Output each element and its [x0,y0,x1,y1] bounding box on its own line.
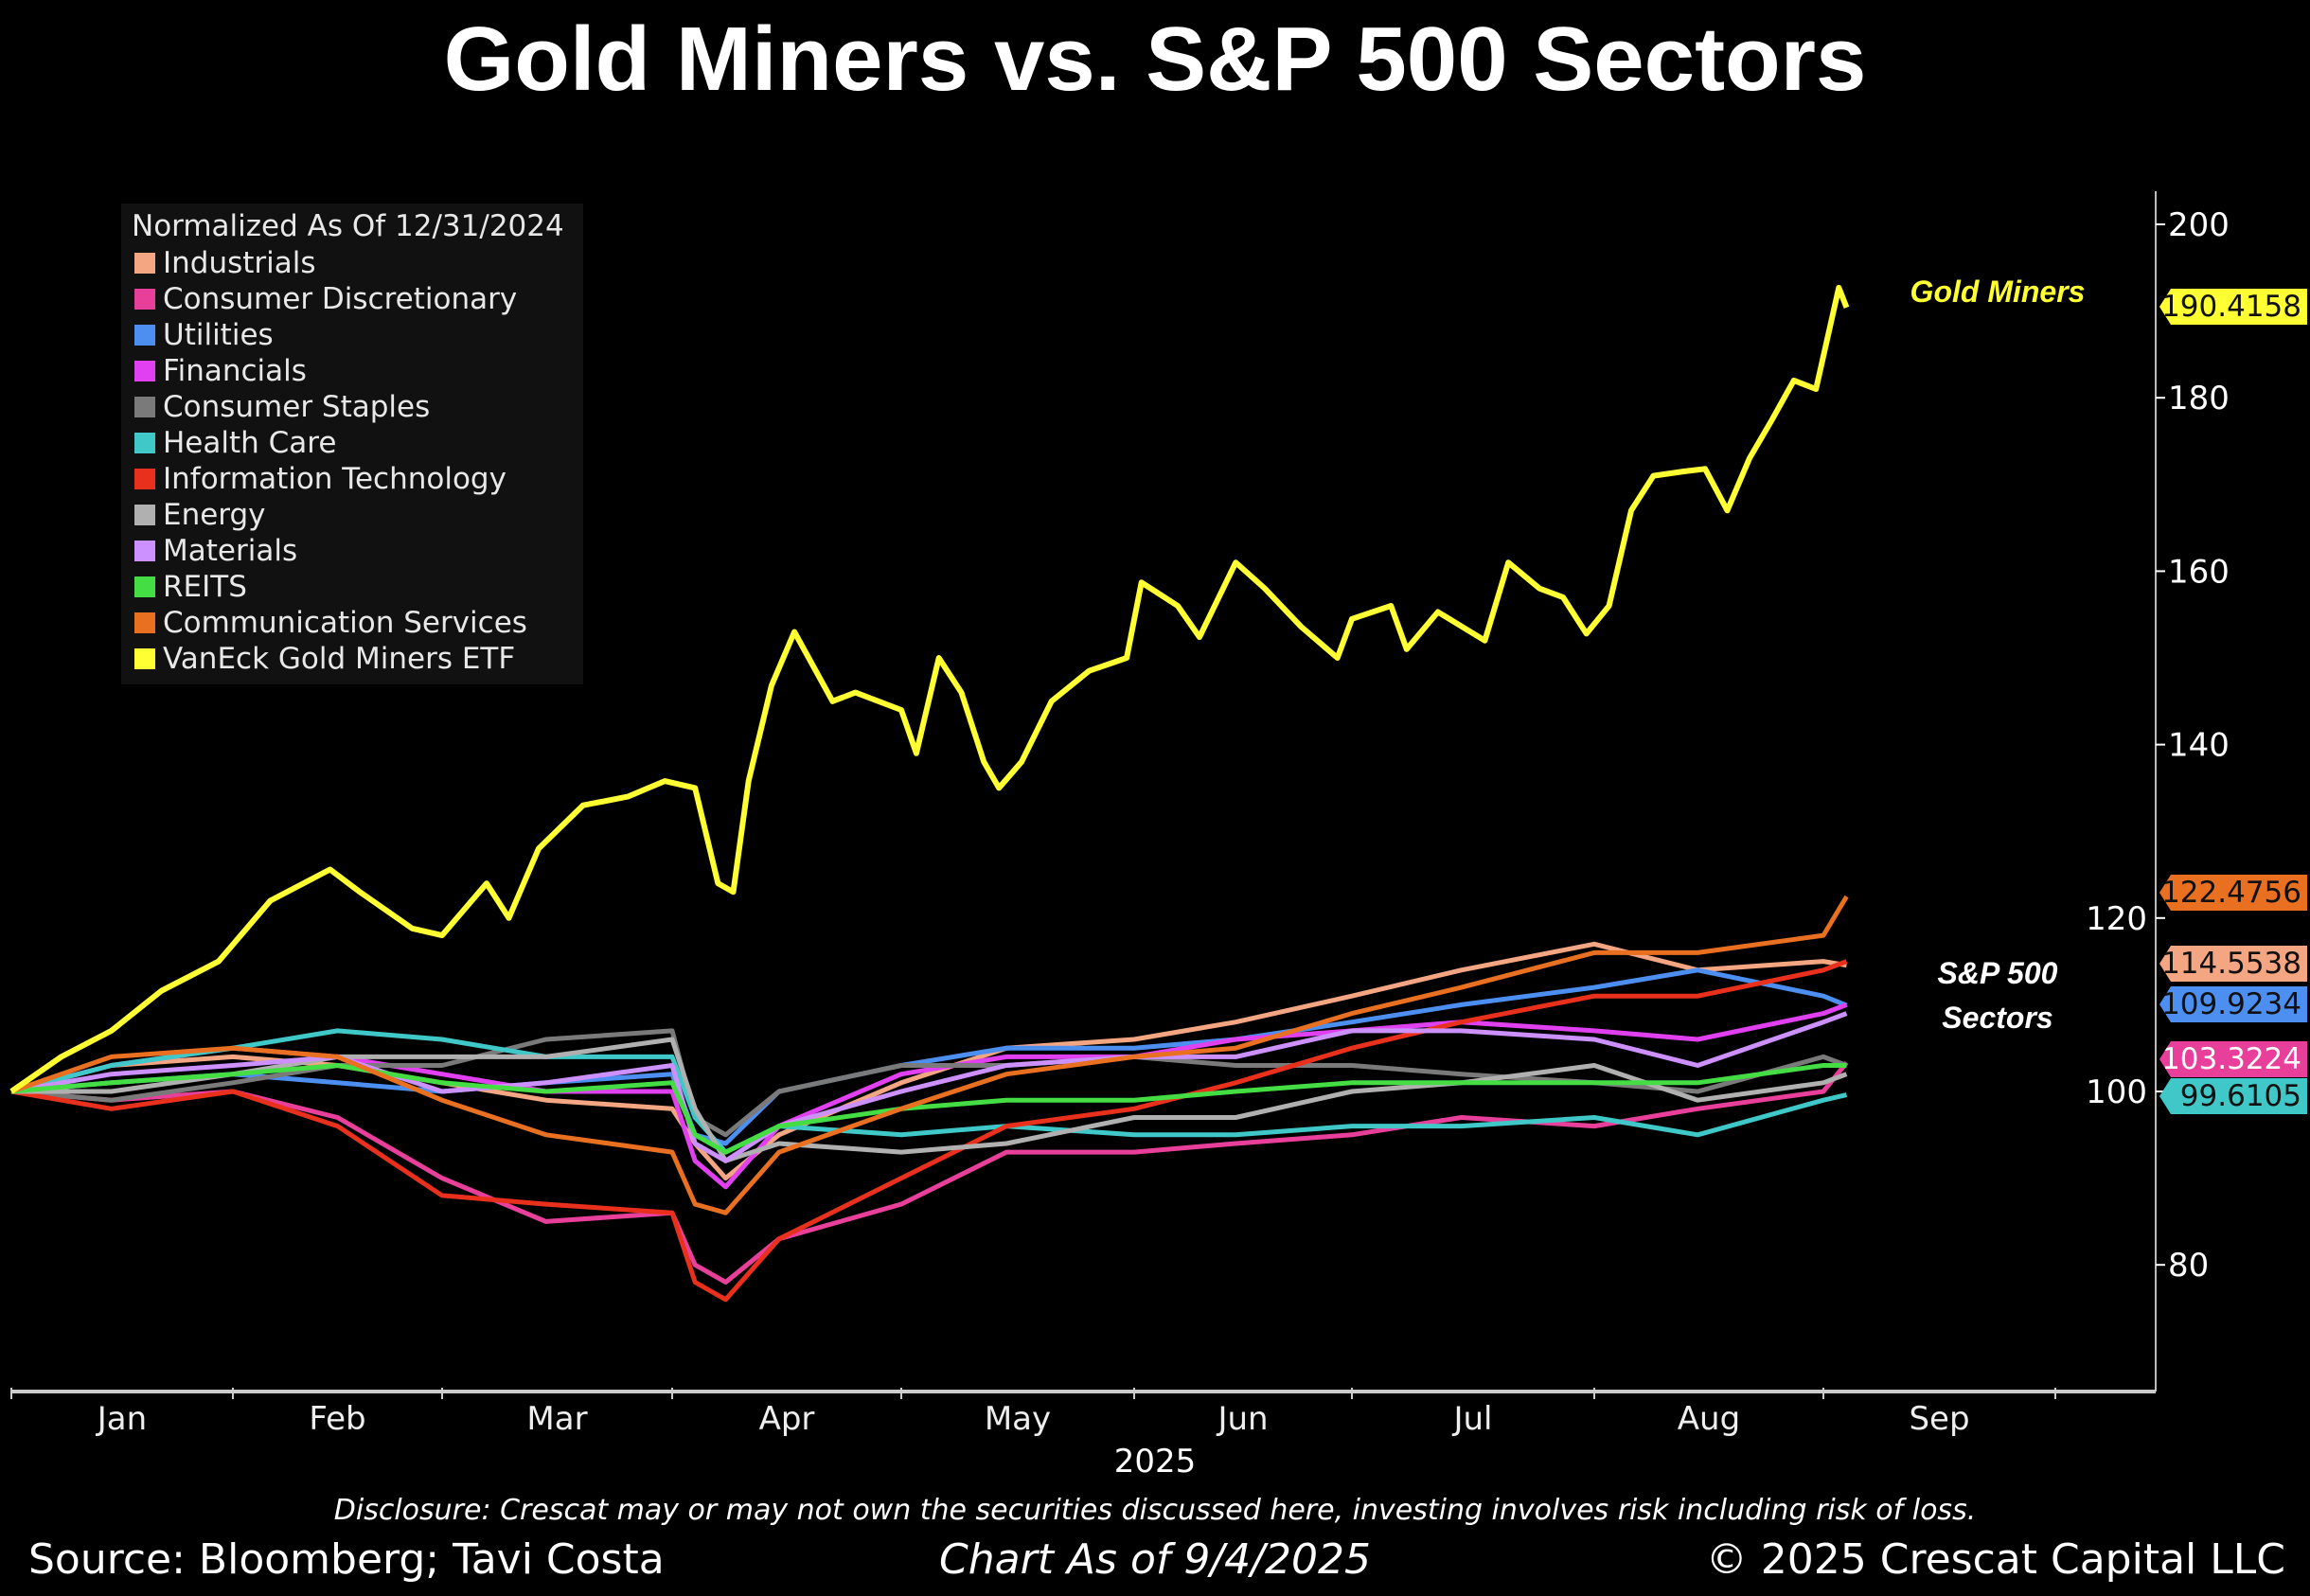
last-value-tag: 190.4158 [2159,289,2307,325]
legend-swatch [134,433,155,453]
series-line-materials [10,1011,1848,1163]
legend-label: Consumer Staples [163,390,431,424]
legend-item-energy: Energy [134,497,266,533]
last-value-tag: 103.3224 [2159,1041,2307,1077]
series-line-financials [10,1002,1848,1190]
last-value-tag: 114.5538 [2159,946,2307,982]
legend-label: Health Care [163,426,337,460]
legend-item-information-technology: Information Technology [134,461,506,497]
legend-item-materials: Materials [134,533,297,569]
legend-label: Information Technology [163,462,506,496]
x-tick-label-jan: Jan [96,1400,147,1438]
gold-miners-annotation: Gold Miners [1910,275,2086,309]
legend-label: Consumer Discretionary [163,282,518,316]
legend-label: Industrials [163,246,316,280]
legend-item-consumer-staples: Consumer Staples [134,389,430,425]
legend-item-consumer-discretionary: Consumer Discretionary [134,281,517,317]
legend-swatch [134,397,155,417]
as-of-note: Chart As of 9/4/2025 [939,1535,1371,1584]
legend-item-reits: REITS [134,569,247,605]
legend-item-financials: Financials [134,353,307,389]
legend-swatch [134,648,155,669]
legend-swatch [134,576,155,597]
legend-title: Normalized As Of 12/31/2024 [132,209,564,243]
source-note: Source: Bloomberg; Tavi Costa [28,1535,665,1584]
legend-swatch [134,541,155,561]
last-value-tag: 109.9234 [2159,986,2307,1022]
legend-label: VanEck Gold Miners ETF [163,642,516,676]
series-line-communication-services [10,895,1849,1215]
legend-label: Financials [163,354,307,388]
legend-swatch [134,361,155,381]
copyright: © 2025 Crescat Capital LLC [1705,1535,2285,1584]
x-axis-year-label: 2025 [1113,1443,1197,1481]
legend-item-utilities: Utilities [134,317,274,353]
x-tick-label-aug: Aug [1678,1400,1740,1438]
series-line-vaneck-gold-miners-etf [9,284,1850,1094]
y-tick-label-80: 80 [2168,1247,2209,1285]
legend-swatch [134,612,155,633]
sectors-annotation-line1: S&P 500 [1937,956,2058,990]
x-tick-label-jun: Jun [1216,1400,1268,1438]
y-tick-label-200: 200 [2168,206,2230,244]
legend-swatch [134,253,155,274]
legend-label: Communication Services [163,606,527,640]
series-line-information-technology [10,959,1848,1303]
y-tick-label-120: 120 [2086,900,2147,938]
y-tick-label-180: 180 [2168,380,2230,417]
legend-item-health-care: Health Care [134,425,336,461]
legend-item-industrials: Industrials [134,245,316,281]
last-value-tag: 99.6105 [2159,1078,2307,1114]
y-tick-label-160: 160 [2168,553,2230,591]
legend-swatch [134,289,155,310]
x-tick-label-mar: Mar [526,1400,587,1438]
legend-label: Materials [163,534,298,568]
legend-label: REITS [163,570,247,604]
legend-swatch [134,505,155,525]
x-tick-label-jul: Jul [1451,1400,1492,1438]
series-line-health-care [10,1028,1848,1155]
y-tick-label-100: 100 [2086,1073,2147,1111]
legend-swatch [134,325,155,346]
y-tick-label-140: 140 [2168,727,2230,765]
disclosure: Disclosure: Crescat may or may not own t… [333,1494,1977,1527]
legend-item-vaneck-gold-miners-etf: VanEck Gold Miners ETF [134,641,515,677]
x-tick-label-may: May [985,1400,1051,1438]
last-value-tag: 122.4756 [2159,875,2307,911]
x-tick-label-sep: Sep [1909,1400,1969,1438]
legend-item-communication-services: Communication Services [134,605,527,641]
x-tick-label-feb: Feb [309,1400,365,1438]
chart-title: Gold Miners vs. S&P 500 Sectors [443,9,1867,110]
series-line-reits [10,1063,1847,1155]
legend-label: Energy [163,498,266,532]
series-line-consumer-discretionary [10,1061,1849,1285]
sectors-annotation-line2: Sectors [1942,1001,2053,1035]
legend: Normalized As Of 12/31/2024 Industrials C… [121,204,583,684]
x-tick-label-apr: Apr [759,1400,815,1438]
legend-label: Utilities [163,318,274,352]
legend-swatch [134,469,155,489]
series-line-energy [11,1037,1848,1163]
